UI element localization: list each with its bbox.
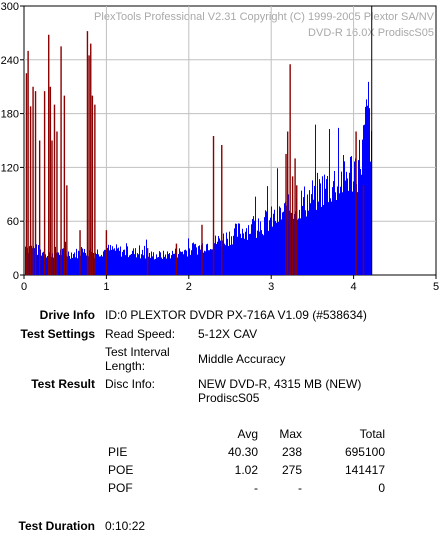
read-speed-label: Read Speed: [105,327,176,341]
test-duration-label: Test Duration [18,519,95,533]
watermark-line2: DVD-R 16.0X ProdiscS05 [308,27,434,39]
disc-info-line2: ProdiscS05 [198,391,260,405]
x-tick-label: 0 [21,281,27,293]
info-panel: Drive Info ID:0 PLEXTOR DVDR PX-716A V1.… [0,300,443,537]
chart-area: PlexTools Professional V2.31 Copyright (… [1,1,439,293]
y-tick-label: 240 [1,55,19,67]
header-avg: Avg [237,427,258,441]
test-result-label: Test Result [31,377,95,391]
y-tick-label: 120 [1,162,19,174]
y-tick-label: 60 [7,216,19,228]
read-speed-value: 5-12X CAV [198,327,258,341]
row-name: POF [108,481,133,495]
row-avg: - [254,481,258,495]
row-max: - [298,481,302,495]
y-tick-label: 0 [13,270,19,282]
x-tick-label: 3 [268,281,274,293]
test-settings-label: Test Settings [20,327,95,341]
interval-label-line1: Test Interval [105,345,170,359]
header-max: Max [279,427,302,441]
pie-series [25,81,372,275]
header-total: Total [359,427,385,441]
interval-value: Middle Accuracy [198,352,286,366]
disc-info-label: Disc Info: [105,377,156,391]
x-tick-label: 1 [103,281,109,293]
x-tick-label: 5 [433,281,439,293]
row-name: PIE [108,445,128,459]
row-max: 275 [281,463,302,477]
row-total: 141417 [344,463,385,477]
x-tick-label: 4 [351,281,357,293]
x-tick-label: 2 [186,281,192,293]
row-avg: 1.02 [234,463,258,477]
row-avg: 40.30 [227,445,258,459]
drive-info-label: Drive Info [39,308,95,322]
drive-info-value: ID:0 PLEXTOR DVDR PX-716A V1.09 (#538634… [105,308,367,322]
disc-info-line1: NEW DVD-R, 4315 MB (NEW) [198,377,362,391]
row-name: POE [108,463,134,477]
pie-poe-chart: PlexTools Professional V2.31 Copyright (… [1,1,439,293]
row-total: 695100 [344,445,385,459]
y-tick-label: 180 [1,109,19,121]
test-duration-value: 0:10:22 [105,519,146,533]
row-total: 0 [378,481,385,495]
y-tick-label: 300 [1,1,19,13]
interval-label-line2: Length: [105,359,146,373]
watermark-line1: PlexTools Professional V2.31 Copyright (… [94,11,435,23]
row-max: 238 [281,445,302,459]
